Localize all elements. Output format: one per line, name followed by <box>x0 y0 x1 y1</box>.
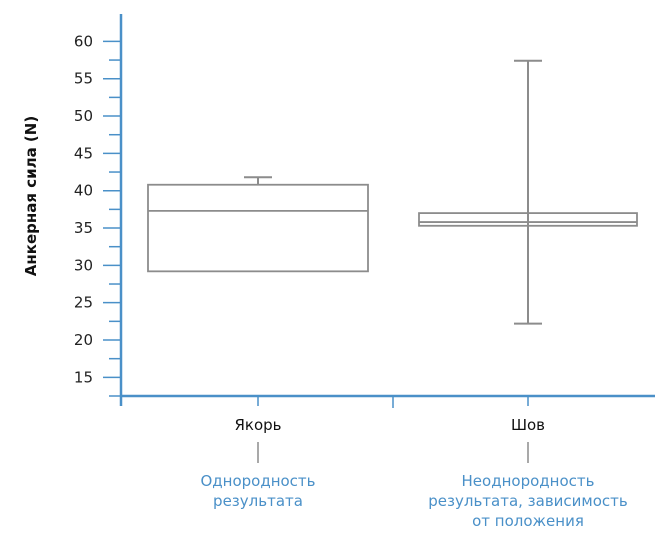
category-labels: Якорь Однородность результата Шов Неоднородн… <box>200 416 627 530</box>
category-note-line: результата, зависимость <box>428 492 628 510</box>
x-category-label: Якорь <box>234 416 281 434</box>
box-2 <box>418 59 638 325</box>
y-tick-label: 15 <box>74 368 93 386</box>
y-tick-label: 55 <box>74 70 93 88</box>
category-note-line: от положения <box>472 512 584 530</box>
y-tick-label: 40 <box>74 182 93 200</box>
y-tick-label: 20 <box>74 331 93 349</box>
box-rect <box>147 183 369 273</box>
x-category-label: Шов <box>511 416 545 434</box>
y-tick-label: 60 <box>74 32 93 50</box>
y-axis-label: Анкерная сила (N) <box>22 116 40 276</box>
y-tick-label: 30 <box>74 256 93 274</box>
box-1 <box>147 176 369 273</box>
category-note-line: Неоднородность <box>462 472 595 490</box>
category-note-line: Однородность <box>200 472 315 490</box>
y-tick-label: 45 <box>74 144 93 162</box>
category-note-line: результата <box>213 492 303 510</box>
y-tick-label: 35 <box>74 219 93 237</box>
y-tick-label: 25 <box>74 294 93 312</box>
box-marks <box>147 59 638 325</box>
axes: 15 20 25 30 35 40 45 50 55 60 <box>74 14 655 408</box>
y-tick-label: 50 <box>74 107 93 125</box>
